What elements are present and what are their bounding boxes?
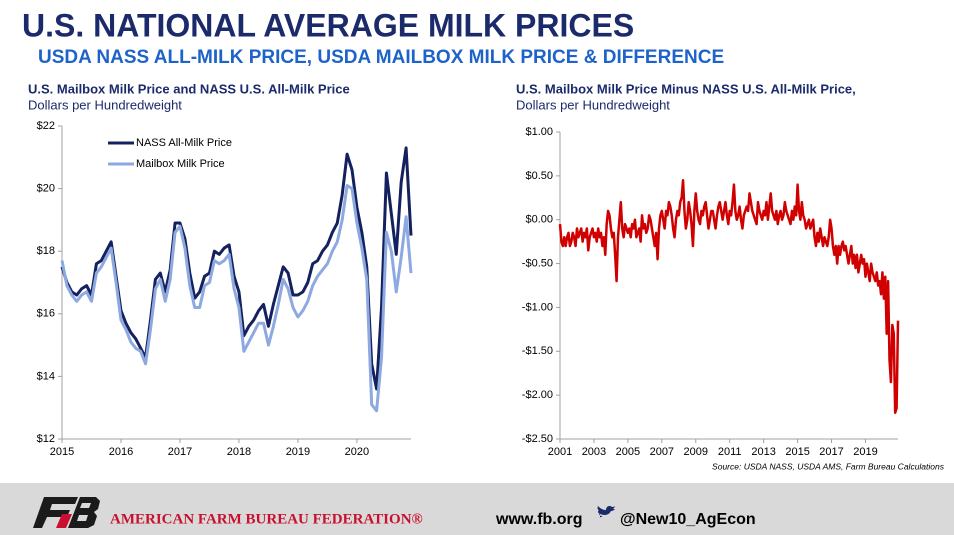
y-tick-label: $1.00	[525, 126, 553, 138]
x-tick-label: 2016	[109, 446, 133, 458]
x-tick-label: 2001	[548, 446, 572, 458]
x-tick-label: 2009	[684, 446, 708, 458]
y-tick-label: -$2.50	[522, 433, 553, 445]
legend-label: NASS All-Milk Price	[136, 137, 232, 149]
y-tick-label: $0.50	[525, 170, 553, 182]
y-tick-label: -$0.50	[522, 257, 553, 269]
x-tick-label: 2003	[582, 446, 606, 458]
x-tick-label: 2018	[227, 446, 251, 458]
line-series	[558, 178, 900, 414]
y-tick-label: $20	[37, 183, 55, 195]
x-tick-label: 2015	[50, 446, 74, 458]
organization: AMERICAN FARM BUREAU FEDERATION®	[110, 511, 423, 527]
chart-subtitle: Dollars per Hundredweight	[28, 97, 182, 112]
y-tick-label: -$1.50	[522, 345, 553, 357]
x-tick-label: 2015	[785, 446, 809, 458]
chart-title: U.S. Mailbox Milk Price Minus NASS U.S. …	[516, 81, 856, 96]
twitter-handle: @New10_AgEcon	[620, 511, 756, 528]
slide-title: U.S. NATIONAL AVERAGE MILK PRICES	[22, 7, 634, 43]
logo	[33, 497, 100, 528]
website: www.fb.org	[495, 511, 583, 528]
line-series	[60, 183, 413, 413]
x-tick-label: 2019	[286, 446, 310, 458]
x-tick-label: 2020	[345, 446, 369, 458]
y-tick-label: -$2.00	[522, 389, 553, 401]
legend-label: Mailbox Milk Price	[136, 158, 225, 170]
x-tick-label: 2019	[853, 446, 877, 458]
footer-bar	[0, 483, 954, 535]
y-tick-label: $14	[37, 370, 55, 382]
chart-subtitle: Dollars per Hundredweight	[516, 97, 670, 112]
y-tick-label: $18	[37, 245, 55, 257]
slide-subtitle: USDA NASS ALL-MILK PRICE, USDA MAILBOX M…	[38, 47, 724, 68]
chart-title: U.S. Mailbox Milk Price and NASS U.S. Al…	[28, 81, 350, 96]
x-tick-label: 2011	[718, 446, 742, 458]
y-tick-label: $0.00	[525, 214, 553, 226]
x-tick-label: 2013	[751, 446, 775, 458]
twitter-icon	[597, 506, 615, 518]
x-tick-label: 2017	[168, 446, 192, 458]
x-tick-label: 2005	[616, 446, 640, 458]
source-note: Source: USDA NASS, USDA AMS, Farm Bureau…	[712, 461, 945, 471]
y-tick-label: $22	[37, 120, 55, 132]
x-tick-label: 2007	[650, 446, 674, 458]
y-tick-label: $12	[37, 433, 55, 445]
y-tick-label: -$1.00	[522, 301, 553, 313]
y-tick-label: $16	[37, 308, 55, 320]
x-tick-label: 2017	[819, 446, 843, 458]
